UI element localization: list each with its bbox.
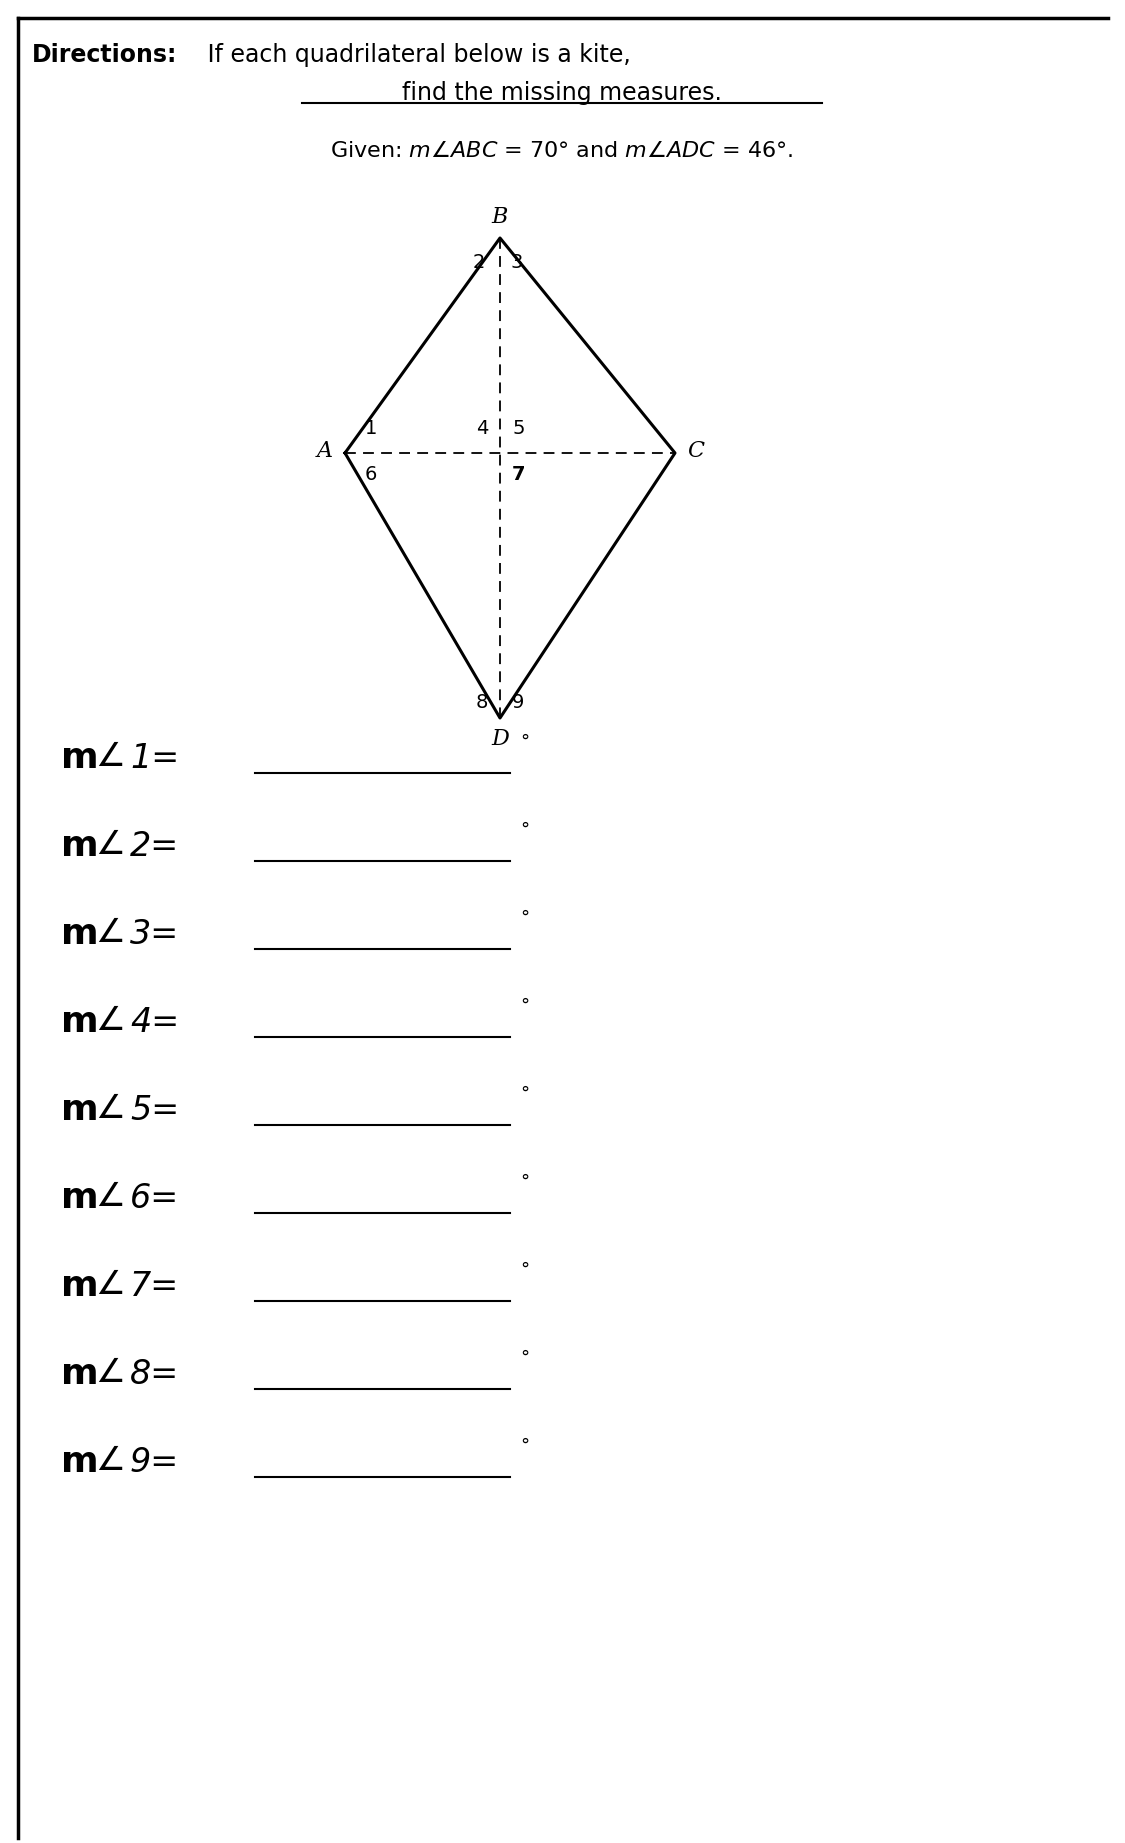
Text: °: ° [520,909,529,927]
Text: Directions:: Directions: [32,42,178,66]
Text: 8=: 8= [130,1358,179,1390]
Text: 7: 7 [512,464,525,485]
Text: $\mathbf{m}$: $\mathbf{m}$ [60,1270,97,1303]
Text: °: ° [520,820,529,839]
Text: If each quadrilateral below is a kite,: If each quadrilateral below is a kite, [200,42,631,66]
Text: $\mathbf{m}$: $\mathbf{m}$ [60,741,97,776]
Text: $\angle$: $\angle$ [94,1003,124,1036]
Text: $\angle$: $\angle$ [94,1268,124,1301]
Text: °: ° [520,734,529,750]
Text: $\mathbf{m}$: $\mathbf{m}$ [60,918,97,951]
Text: 9=: 9= [130,1445,179,1478]
Text: 2=: 2= [130,829,179,863]
Text: A: A [317,440,333,463]
Text: $\angle$: $\angle$ [94,828,124,861]
Text: Given: $\mathit{m}\angle\mathit{ABC}$ = 70° and $\mathit{m}\angle\mathit{ADC}$ =: Given: $\mathit{m}\angle\mathit{ABC}$ = … [331,140,793,160]
Text: $\angle$: $\angle$ [94,916,124,949]
Text: 5: 5 [512,418,524,439]
Text: °: ° [520,1172,529,1191]
Text: $\angle$: $\angle$ [94,739,124,772]
Text: $\mathbf{m}$: $\mathbf{m}$ [60,829,97,863]
Text: $\mathbf{m}$: $\mathbf{m}$ [60,1093,97,1128]
Text: 2: 2 [472,252,485,273]
Text: °: ° [520,1438,529,1454]
Text: 1=: 1= [130,741,179,774]
Text: °: ° [520,1261,529,1279]
Text: 9: 9 [512,693,524,711]
Text: 3: 3 [510,252,522,273]
Text: $\angle$: $\angle$ [94,1443,124,1476]
Text: 5=: 5= [130,1093,179,1126]
Text: 4: 4 [476,418,488,439]
Text: $\mathbf{m}$: $\mathbf{m}$ [60,1356,97,1391]
Text: $\angle$: $\angle$ [94,1180,124,1213]
Text: D: D [490,728,508,750]
Text: 7=: 7= [130,1270,179,1303]
Text: B: B [492,206,508,229]
Text: 3=: 3= [130,918,179,951]
Text: find the missing measures.: find the missing measures. [402,81,722,105]
Text: 6: 6 [364,464,377,485]
Text: 4=: 4= [130,1006,179,1038]
Text: C: C [687,440,704,463]
Text: $\mathbf{m}$: $\mathbf{m}$ [60,1445,97,1478]
Text: 6=: 6= [130,1181,179,1215]
Text: $\mathbf{m}$: $\mathbf{m}$ [60,1004,97,1039]
Text: °: ° [520,997,529,1015]
Text: 8: 8 [476,693,488,711]
Text: °: ° [520,1349,529,1368]
Text: 1: 1 [364,418,377,439]
Text: $\angle$: $\angle$ [94,1355,124,1388]
Text: $\angle$: $\angle$ [94,1091,124,1124]
Text: $\mathbf{m}$: $\mathbf{m}$ [60,1181,97,1215]
Text: °: ° [520,1086,529,1102]
